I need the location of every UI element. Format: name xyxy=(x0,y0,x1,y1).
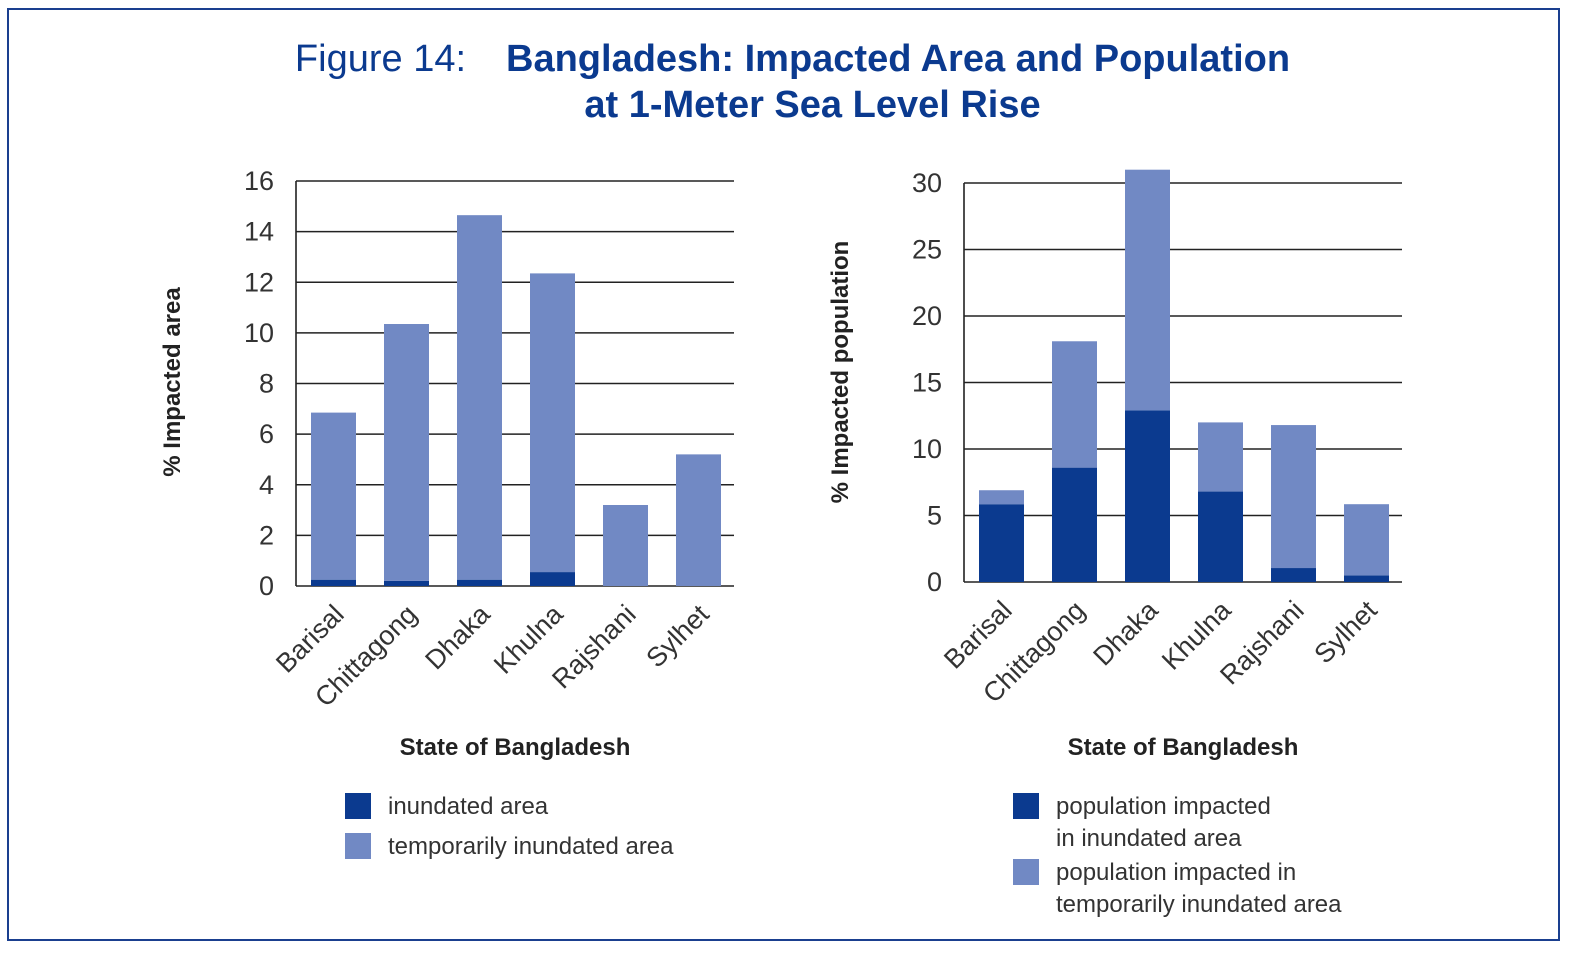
y-tick-label: 10 xyxy=(912,434,942,464)
figure-title: Figure 14: Bangladesh: Impacted Area and … xyxy=(0,36,1585,128)
figure-frame xyxy=(7,8,1560,941)
y-tick-label: 14 xyxy=(244,217,274,247)
legend-label: inundated area xyxy=(388,793,549,820)
y-tick-label: 10 xyxy=(244,318,274,348)
bar-temporary xyxy=(311,412,356,580)
bar-inundated xyxy=(1198,491,1243,582)
bar-inundated xyxy=(311,579,356,586)
y-tick-label: 4 xyxy=(259,470,274,500)
bar-inundated xyxy=(530,572,575,586)
y-tick-label: 0 xyxy=(927,567,942,597)
y-tick-label: 30 xyxy=(912,168,942,198)
bar-temporary xyxy=(979,490,1024,505)
bar-inundated xyxy=(457,579,502,586)
bar-temporary xyxy=(457,215,502,580)
legend-label: temporarily inundated area xyxy=(1056,891,1342,918)
bar-temporary xyxy=(530,273,575,573)
figure-label: Figure 14: xyxy=(294,38,467,80)
y-axis-label: % Impacted population xyxy=(827,241,854,504)
bar-temporary xyxy=(1271,425,1316,569)
legend-swatch xyxy=(345,793,371,819)
x-axis-label: State of Bangladesh xyxy=(1068,734,1299,761)
y-tick-label: 15 xyxy=(912,368,942,398)
x-axis-label: State of Bangladesh xyxy=(400,734,631,761)
legend-label: population impacted in xyxy=(1056,859,1296,886)
y-tick-label: 0 xyxy=(259,571,274,601)
y-axis-label: % Impacted area xyxy=(159,287,186,477)
legend-swatch xyxy=(345,833,371,859)
y-tick-label: 5 xyxy=(927,501,942,531)
y-tick-label: 25 xyxy=(912,235,942,265)
x-tick-label: Dhaka xyxy=(419,598,496,675)
legend-label: temporarily inundated area xyxy=(388,833,674,860)
x-tick-label: Sylhet xyxy=(640,599,715,674)
bar-inundated xyxy=(979,504,1024,582)
title-line-1: Bangladesh: Impacted Area and Population xyxy=(506,38,1291,80)
bar-temporary xyxy=(1344,504,1389,576)
y-tick-label: 8 xyxy=(259,369,274,399)
legend-swatch xyxy=(1013,859,1039,885)
legend-swatch xyxy=(1013,793,1039,819)
legend-label: population impacted xyxy=(1056,793,1271,820)
x-tick-label: Dhaka xyxy=(1087,594,1164,671)
y-tick-label: 20 xyxy=(912,301,942,331)
bar-inundated xyxy=(1052,467,1097,582)
bar-inundated xyxy=(1344,575,1389,582)
bar-temporary xyxy=(1052,341,1097,468)
bar-temporary xyxy=(603,505,648,586)
bar-inundated xyxy=(384,580,429,586)
bar-temporary xyxy=(384,324,429,581)
title-line-2: at 1-Meter Sea Level Rise xyxy=(584,84,1041,126)
bar-inundated xyxy=(1125,410,1170,582)
bar-temporary xyxy=(1125,169,1170,411)
y-tick-label: 12 xyxy=(244,267,274,297)
y-tick-label: 16 xyxy=(244,166,274,196)
y-tick-label: 2 xyxy=(259,520,274,550)
y-tick-label: 6 xyxy=(259,419,274,449)
legend-label: in inundated area xyxy=(1056,825,1242,852)
x-tick-label: Sylhet xyxy=(1308,595,1383,670)
bar-temporary xyxy=(676,454,721,586)
bar-inundated xyxy=(1271,568,1316,582)
bar-temporary xyxy=(1198,422,1243,492)
